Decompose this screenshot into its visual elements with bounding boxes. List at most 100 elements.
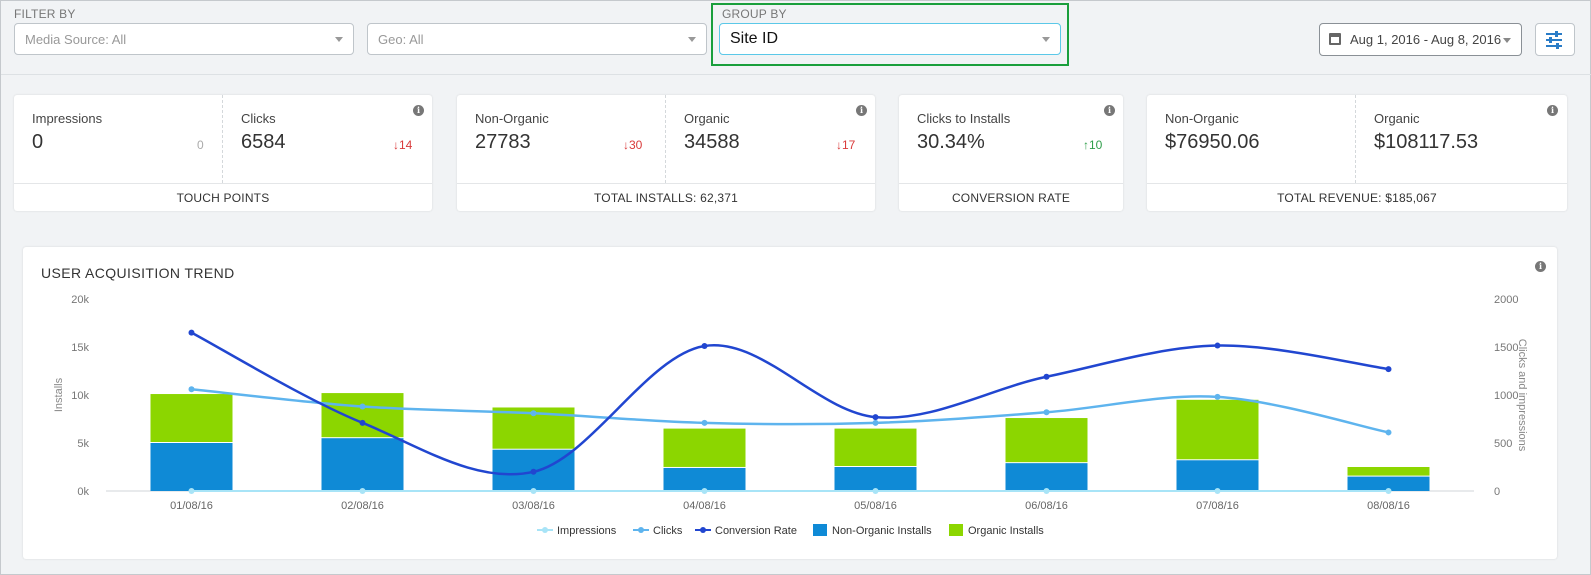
- bar-non-organic: [1347, 476, 1430, 491]
- non-organic-label: Non-Organic: [475, 111, 549, 126]
- divider: [222, 95, 223, 183]
- group-by-highlight: [711, 3, 1069, 66]
- y-left-axis-title: Installs: [53, 377, 65, 412]
- info-icon[interactable]: i: [413, 105, 424, 116]
- chart-canvas: 0k 5k 10k 15k 20k 0 500 1000 1500 2000 Installs Cli…: [53, 294, 1528, 537]
- user-acquisition-trend-card: USER ACQUISITION TREND i 0k 5k 10k 15k 20k 0 5…: [23, 247, 1557, 559]
- touch-points-footer: TOUCH POINTS: [14, 183, 432, 211]
- conversion-card: Clicks to Installs 30.34% ↑10 i CONVERSI…: [899, 95, 1123, 211]
- info-icon[interactable]: i: [1547, 105, 1558, 116]
- legend-swatch-non_organic: [813, 524, 827, 536]
- x-tick-label: 06/08/16: [1025, 500, 1068, 512]
- y-left-tick-label: 5k: [77, 438, 89, 450]
- media-source-select[interactable]: Media Source: All: [14, 23, 354, 55]
- clicks-label: Clicks: [241, 111, 276, 126]
- y-right-tick-label: 2000: [1494, 294, 1518, 306]
- point-clicks: [359, 403, 366, 410]
- point-conversion-rate: [701, 343, 708, 350]
- group-by-label: GROUP BY: [722, 7, 787, 21]
- y-left-tick-label: 10k: [71, 390, 89, 402]
- organic-label: Organic: [684, 111, 730, 126]
- chevron-down-icon: [1042, 37, 1050, 42]
- bar-organic: [1005, 418, 1088, 463]
- y-left-tick-label: 0k: [77, 486, 89, 498]
- point-conversion-rate: [1043, 373, 1050, 380]
- non-organic-value: 27783: [475, 131, 531, 153]
- organic-revenue-label: Organic: [1374, 111, 1420, 126]
- point-impressions: [701, 488, 708, 494]
- legend-marker-conversion: [700, 527, 706, 533]
- bar-organic: [834, 428, 917, 466]
- point-conversion-rate: [359, 419, 366, 426]
- point-conversion-rate: [1214, 342, 1221, 349]
- impressions-delta: 0: [197, 138, 204, 152]
- bar-organic: [1176, 399, 1259, 460]
- point-impressions: [359, 488, 366, 494]
- y-right-tick-label: 0: [1494, 486, 1500, 498]
- filter-bar: FILTER BY Media Source: All Geo: All GRO…: [1, 1, 1591, 75]
- y-right-tick-label: 500: [1494, 438, 1512, 450]
- point-clicks: [530, 410, 537, 417]
- group-by-select[interactable]: Site ID: [719, 23, 1061, 55]
- line-clicks: [191, 387, 1389, 434]
- touch-points-card: Impressions 0 0 Clicks 6584 ↓14 i TOUCH …: [14, 95, 432, 211]
- info-icon[interactable]: i: [1104, 105, 1115, 116]
- conversion-rate-footer: CONVERSION RATE: [899, 183, 1123, 211]
- point-impressions: [188, 488, 195, 494]
- y-right-tick-label: 1500: [1494, 342, 1518, 354]
- point-conversion-rate: [872, 414, 879, 421]
- y-right-tick-label: 1000: [1494, 390, 1518, 402]
- bar-organic: [321, 393, 404, 438]
- media-source-value: Media Source: All: [25, 32, 127, 47]
- point-conversion-rate: [188, 329, 195, 336]
- legend-label-impressions: Impressions: [557, 525, 617, 537]
- x-tick-label: 03/08/16: [512, 500, 555, 512]
- organic-delta: ↓17: [836, 138, 856, 152]
- point-conversion-rate: [1385, 366, 1392, 373]
- clicks-delta: ↓14: [393, 138, 413, 152]
- bar-organic: [150, 394, 233, 442]
- total-revenue-footer: TOTAL REVENUE: $185,067: [1147, 183, 1567, 211]
- impressions-label: Impressions: [32, 111, 103, 126]
- chevron-down-icon: [335, 37, 343, 42]
- x-tick-label: 08/08/16: [1367, 500, 1410, 512]
- x-tick-label: 02/08/16: [341, 500, 384, 512]
- bar-non-organic: [1176, 460, 1259, 491]
- point-conversion-rate: [530, 468, 537, 475]
- x-tick-label: 01/08/16: [170, 500, 213, 512]
- clicks-to-installs-metric: Clicks to Installs 30.34% ↑10: [899, 95, 1123, 183]
- non-organic-revenue-label: Non-Organic: [1165, 111, 1239, 126]
- clicks-to-installs-value: 30.34%: [917, 131, 985, 153]
- point-clicks: [1385, 429, 1392, 436]
- chevron-down-icon: [688, 37, 696, 42]
- organic-revenue-value: $108117.53: [1374, 131, 1479, 153]
- sliders-icon: [1546, 31, 1562, 49]
- date-range-picker[interactable]: Aug 1, 2016 - Aug 8, 2016: [1319, 23, 1522, 56]
- non-organic-installs-metric: Non-Organic 27783 ↓30: [457, 95, 665, 183]
- group-by-value: Site ID: [730, 30, 779, 47]
- x-tick-label: 07/08/16: [1196, 500, 1239, 512]
- settings-button[interactable]: [1535, 23, 1575, 56]
- point-clicks: [1043, 409, 1050, 416]
- point-clicks: [701, 419, 708, 426]
- clicks-to-installs-label: Clicks to Installs: [917, 111, 1011, 126]
- legend-swatch-organic: [949, 524, 963, 536]
- x-tick-label: 05/08/16: [854, 500, 897, 512]
- info-icon[interactable]: i: [1535, 261, 1546, 272]
- legend-marker-clicks: [638, 527, 644, 533]
- revenue-card: Non-Organic $76950.06 Organic $108117.53…: [1147, 95, 1567, 211]
- geo-select[interactable]: Geo: All: [367, 23, 707, 55]
- installs-card: Non-Organic 27783 ↓30 Organic 34588 ↓17 …: [457, 95, 875, 211]
- point-clicks: [188, 386, 195, 393]
- divider: [665, 95, 666, 183]
- chart-title: USER ACQUISITION TREND: [41, 265, 235, 281]
- divider: [1355, 95, 1356, 183]
- legend-marker-impressions: [542, 527, 548, 533]
- impressions-metric: Impressions 0 0: [14, 95, 222, 183]
- y-left-tick-label: 15k: [71, 342, 89, 354]
- non-organic-revenue-value: $76950.06: [1165, 131, 1260, 153]
- non-organic-revenue-metric: Non-Organic $76950.06: [1147, 95, 1355, 183]
- bar-non-organic: [150, 443, 233, 491]
- info-icon[interactable]: i: [856, 105, 867, 116]
